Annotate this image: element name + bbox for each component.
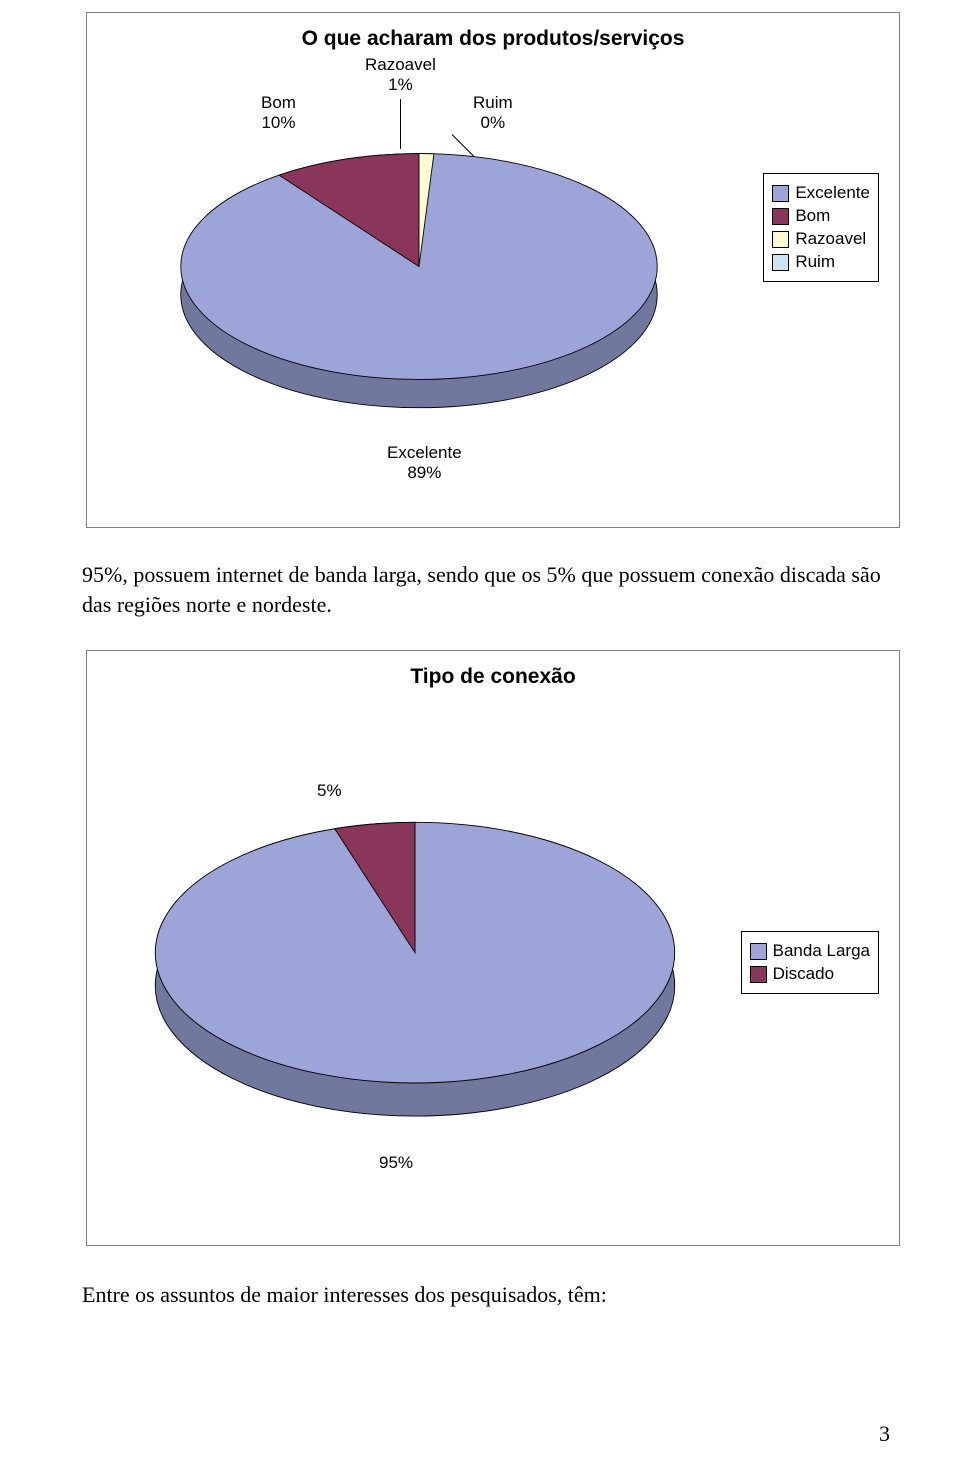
chart1-legend-excelente-label: Excelente [795, 183, 870, 203]
chart1-legend-ruim: Ruim [772, 252, 870, 272]
chart1-legend-excelente: Excelente [772, 183, 870, 203]
chart2-legend: Banda Larga Discado [741, 931, 879, 994]
chart1-leader-razoavel [400, 99, 401, 149]
page: O que acharam dos produtos/serviços Bom … [0, 0, 960, 1479]
chart1-pie [119, 143, 719, 443]
chart1-legend: Excelente Bom Razoavel Ruim [763, 173, 879, 282]
chart1-title: O que acharam dos produtos/serviços [101, 27, 885, 51]
chart2-legend-banda: Banda Larga [750, 941, 870, 961]
chart2-pie [115, 811, 715, 1151]
para2: Entre os assuntos de maior interesses do… [82, 1280, 894, 1310]
chart1-callout-razoavel-pct: 1% [388, 75, 413, 94]
chart1-callout-excelente-pct: 89% [407, 463, 441, 482]
chart1-box: O que acharam dos produtos/serviços Bom … [86, 12, 900, 528]
chart1-callout-bom: Bom 10% [261, 93, 296, 134]
chart2-legend-discado: Discado [750, 964, 870, 984]
chart1-legend-bom-label: Bom [795, 206, 830, 226]
chart2-legend-discado-label: Discado [773, 964, 834, 984]
swatch-bom [772, 208, 789, 225]
swatch-banda [750, 943, 767, 960]
page-number: 3 [879, 1421, 890, 1447]
chart1-legend-bom: Bom [772, 206, 870, 226]
swatch-ruim [772, 254, 789, 271]
swatch-excelente [772, 185, 789, 202]
chart1-callout-ruim-pct: 0% [481, 113, 506, 132]
chart1-callout-excelente: Excelente 89% [387, 443, 462, 484]
chart2-callout-5: 5% [317, 781, 342, 801]
swatch-discado [750, 966, 767, 983]
chart1-legend-razoavel: Razoavel [772, 229, 870, 249]
chart1-legend-ruim-label: Ruim [795, 252, 835, 272]
chart2-box: Tipo de conexão 5% 95% Banda Larga Disca… [86, 650, 900, 1246]
para1: 95%, possuem internet de banda larga, se… [82, 560, 894, 619]
chart1-callout-ruim-name: Ruim [473, 93, 513, 112]
swatch-razoavel [772, 231, 789, 248]
chart1-callout-ruim: Ruim 0% [473, 93, 513, 134]
chart1-callout-bom-pct: 10% [261, 113, 295, 132]
chart1-callout-excelente-name: Excelente [387, 443, 462, 462]
chart2-title: Tipo de conexão [101, 665, 885, 689]
chart2-callout-95: 95% [379, 1153, 413, 1173]
chart1-legend-razoavel-label: Razoavel [795, 229, 866, 249]
chart1-callout-bom-name: Bom [261, 93, 296, 112]
chart2-legend-banda-label: Banda Larga [773, 941, 870, 961]
chart1-callout-razoavel: Razoavel 1% [365, 55, 436, 96]
chart1-callout-razoavel-name: Razoavel [365, 55, 436, 74]
